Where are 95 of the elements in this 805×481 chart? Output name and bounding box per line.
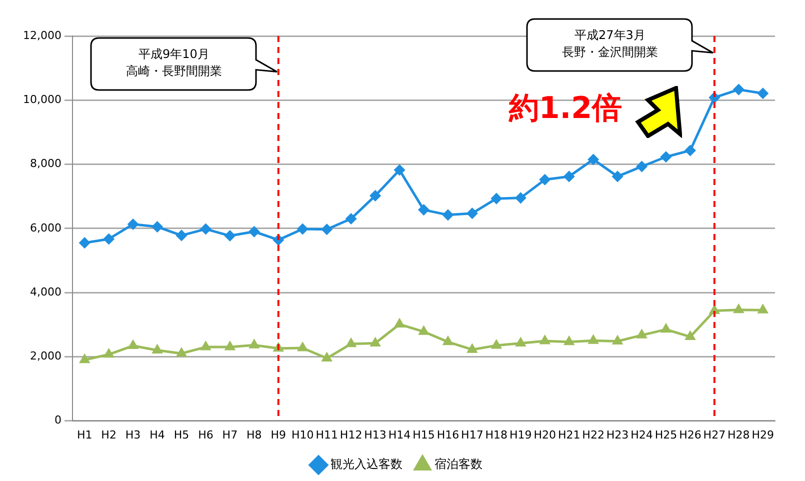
annotation: 平成9年10月: [138, 47, 210, 61]
point: [224, 230, 236, 242]
point: [540, 336, 550, 344]
point: [419, 326, 428, 335]
annotation: 高崎・長野間開業: [126, 64, 222, 78]
point: [80, 354, 90, 364]
point: [733, 84, 744, 95]
point: [467, 344, 477, 353]
x-tick-label: H25: [654, 428, 678, 442]
x-tick-label: H20: [534, 428, 556, 442]
point: [225, 342, 235, 350]
point: [79, 238, 90, 248]
point: [394, 164, 405, 176]
point: [152, 222, 163, 232]
point: [515, 192, 526, 204]
point: [322, 353, 332, 362]
point: [104, 349, 114, 358]
x-tick-label: H22: [582, 428, 604, 442]
x-tick-label: H9: [270, 428, 286, 442]
x-tick-label: H6: [198, 428, 214, 442]
point: [394, 319, 404, 328]
point: [370, 338, 380, 346]
x-tick-label: H14: [388, 428, 411, 442]
point: [588, 154, 599, 165]
point: [249, 340, 259, 348]
x-tick-label: H19: [510, 428, 532, 442]
y-tick-label: 4,000: [30, 285, 62, 298]
x-tick-label: H18: [485, 428, 508, 442]
point: [684, 145, 696, 156]
point: [370, 190, 381, 201]
point: [128, 218, 138, 230]
point: [734, 304, 744, 314]
point: [588, 335, 598, 344]
point: [346, 338, 356, 348]
x-tick-label: H15: [412, 428, 435, 442]
point: [661, 324, 671, 333]
x-tick-label: H23: [606, 428, 629, 442]
point: [104, 234, 114, 244]
y-tick-label: 8,000: [30, 157, 62, 170]
point: [297, 224, 308, 234]
x-tick-label: H28: [728, 428, 750, 442]
legend-label: 宿泊客数: [434, 457, 482, 472]
x-tick-label: H11: [316, 428, 338, 442]
legend-label: 観光入込客数: [330, 457, 402, 472]
x-tick-label: H12: [340, 428, 362, 442]
x-tick-label: H1: [76, 428, 92, 442]
x-tick-label: H8: [246, 428, 262, 442]
y-tick-label: 6,000: [30, 221, 62, 234]
y-tick-label: 2,000: [30, 350, 62, 363]
point: [200, 224, 211, 234]
point: [612, 171, 623, 182]
point: [636, 161, 648, 172]
point: [758, 88, 768, 99]
x-tick-label: H7: [222, 428, 238, 442]
point: [176, 230, 187, 241]
point: [442, 210, 454, 220]
point: [418, 204, 429, 216]
point: [322, 224, 332, 235]
annotation: 平成27年3月: [574, 28, 646, 42]
point: [612, 336, 622, 345]
point: [660, 152, 672, 162]
x-tick-label: H2: [101, 428, 116, 442]
point: [564, 336, 574, 346]
x-tick-label: H10: [291, 428, 314, 442]
x-tick-label: H5: [174, 428, 190, 442]
point: [128, 340, 138, 350]
point: [176, 348, 186, 357]
x-tick-label: H3: [125, 428, 141, 442]
point: [298, 342, 308, 352]
x-tick-label: H24: [630, 428, 653, 442]
point: [248, 226, 260, 237]
x-tick-label: H27: [703, 428, 726, 442]
x-tick-label: H21: [558, 428, 580, 442]
annotation: 長野・金沢間開業: [562, 45, 658, 59]
point: [443, 336, 453, 346]
annotation: 約1.2倍: [508, 90, 622, 126]
y-tick-label: 0: [54, 414, 62, 427]
x-tick-label: H4: [150, 428, 165, 442]
point: [540, 174, 550, 185]
point: [516, 338, 526, 346]
point: [492, 340, 502, 349]
point: [346, 214, 356, 224]
point: [564, 171, 574, 182]
point: [637, 330, 646, 338]
x-tick-label: H13: [364, 428, 386, 442]
x-tick-label: H17: [461, 428, 484, 442]
y-tick-label: 12,000: [22, 28, 62, 42]
x-tick-label: H16: [436, 428, 460, 442]
x-tick-label: H26: [679, 428, 702, 442]
point: [758, 304, 768, 314]
y-tick-label: 10,000: [22, 92, 62, 106]
x-tick-label: H29: [752, 428, 774, 442]
point: [466, 208, 478, 219]
point: [491, 193, 502, 204]
point: [201, 342, 210, 350]
